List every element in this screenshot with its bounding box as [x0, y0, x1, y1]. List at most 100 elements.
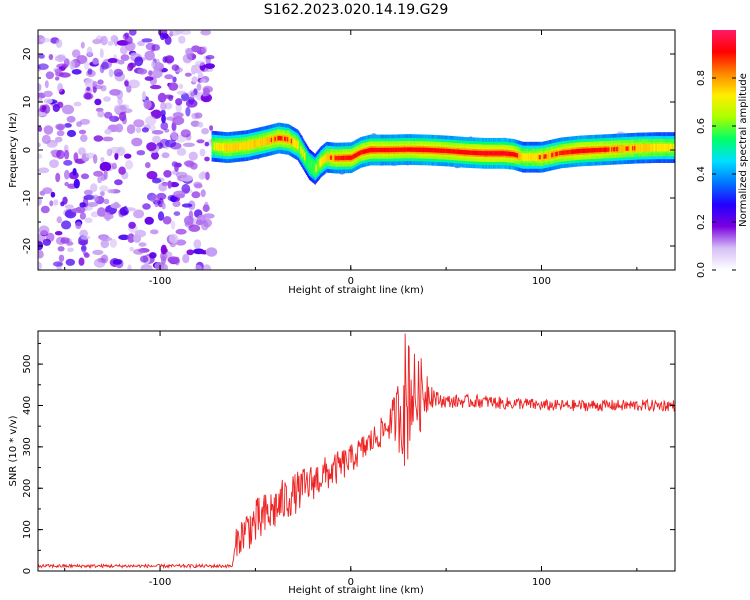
noise-blob: [118, 234, 130, 241]
noise-blob: [164, 55, 175, 64]
ridge-cell: [637, 144, 640, 152]
ridge-cell: [314, 163, 316, 175]
ridge-cell: [389, 147, 392, 153]
ridge-cell: [556, 151, 559, 156]
ridge-cell: [259, 138, 261, 147]
ridge-cell: [457, 149, 459, 154]
noise-blob: [83, 92, 92, 100]
ridge-cell: [489, 151, 491, 156]
noise-blob: [161, 152, 170, 159]
noise-blob: [119, 105, 127, 111]
noise-blob: [90, 211, 99, 218]
snr-series-line: [38, 333, 675, 570]
ridge-cell: [249, 140, 252, 149]
noise-blob: [180, 129, 191, 138]
ridge-cell: [294, 139, 296, 148]
noise-blob: [176, 147, 187, 156]
ridge-cell: [572, 149, 575, 154]
ridge-cell: [402, 147, 404, 152]
ridge-cell: [258, 139, 260, 147]
ridge-cell: [392, 147, 395, 153]
ridge-cell: [502, 151, 504, 156]
ridge-cell: [584, 148, 586, 153]
noise-blob: [100, 35, 108, 46]
ridge-cell: [484, 151, 486, 156]
ridge-cell: [476, 150, 478, 156]
ridge-cell: [648, 143, 650, 152]
noise-blob: [107, 149, 112, 156]
ridge-cell: [242, 142, 244, 150]
noise-blob: [120, 45, 128, 55]
noise-blob: [175, 239, 187, 246]
ridge-cell: [592, 148, 595, 153]
noise-blob: [72, 168, 77, 176]
noise-blob: [43, 98, 53, 104]
noise-blob: [93, 135, 104, 142]
ridge-cell: [423, 147, 425, 153]
ridge-cell: [300, 146, 302, 154]
ridge-cell: [437, 148, 439, 153]
ridge-cell: [374, 147, 376, 153]
ridge-cell: [282, 134, 284, 143]
ridge-cell: [658, 143, 661, 152]
ridge-cell: [463, 150, 465, 155]
ridge-cell: [235, 142, 237, 151]
y-tick-label: 0: [22, 147, 33, 153]
ridge-cell: [638, 144, 641, 152]
noise-blob: [170, 195, 177, 202]
ridge-cell: [627, 146, 629, 151]
ridge-cell: [232, 143, 234, 151]
ridge-cell: [274, 136, 276, 142]
colorbar-tick-label: 0.6: [696, 118, 707, 134]
ridge-cell: [255, 139, 257, 148]
noise-blob: [201, 128, 210, 135]
ridge-cell: [506, 151, 508, 156]
ridge-cell: [507, 151, 509, 156]
ridge-cell: [256, 139, 258, 148]
noise-blob: [119, 111, 127, 122]
colorbar-gradient: [712, 30, 736, 270]
ridge-cell: [439, 148, 441, 153]
ridge-cell: [223, 143, 226, 152]
ridge-cell: [652, 143, 654, 152]
noise-blob: [38, 142, 41, 148]
noise-blob: [100, 239, 110, 249]
noise-blob: [176, 90, 187, 96]
noise-blob: [64, 123, 72, 128]
ridge-cell: [526, 153, 528, 162]
ridge-cell: [487, 151, 489, 156]
noise-blob: [185, 48, 194, 58]
ridge-cell: [316, 161, 318, 173]
noise-blob: [80, 173, 90, 180]
ridge: [211, 122, 675, 185]
ridge-cell: [368, 148, 371, 153]
noise-blob: [127, 264, 132, 270]
noise-blob: [71, 69, 82, 75]
noise-blob: [202, 204, 210, 212]
ridge-cell: [326, 153, 329, 162]
ridge-cell: [450, 149, 453, 154]
ridge-cell: [469, 150, 472, 155]
x-tick-label: 100: [532, 276, 551, 287]
ridge-cell: [363, 149, 365, 154]
ridge-cell: [549, 151, 551, 160]
noise-blob: [175, 103, 182, 113]
colorbar-label: Normalized spectral amplitude: [738, 73, 749, 227]
ridge-cell: [520, 152, 522, 161]
ridge-cell: [253, 140, 255, 148]
noise-blob: [133, 119, 145, 128]
ridge-cell: [657, 143, 660, 152]
noise-blob: [127, 64, 133, 72]
ridge-cell: [493, 151, 496, 156]
noise-blob: [129, 30, 137, 36]
ridge-cell: [560, 150, 562, 156]
noise-blob: [183, 160, 195, 167]
noise-blob: [151, 61, 156, 68]
ridge-cell: [270, 137, 273, 143]
noise-blob: [86, 46, 93, 56]
noise-blob: [151, 44, 160, 51]
ridge-cell: [538, 155, 540, 160]
noise-blob: [118, 166, 126, 175]
ridge-cell: [614, 145, 617, 154]
ridge-cell: [364, 149, 366, 154]
